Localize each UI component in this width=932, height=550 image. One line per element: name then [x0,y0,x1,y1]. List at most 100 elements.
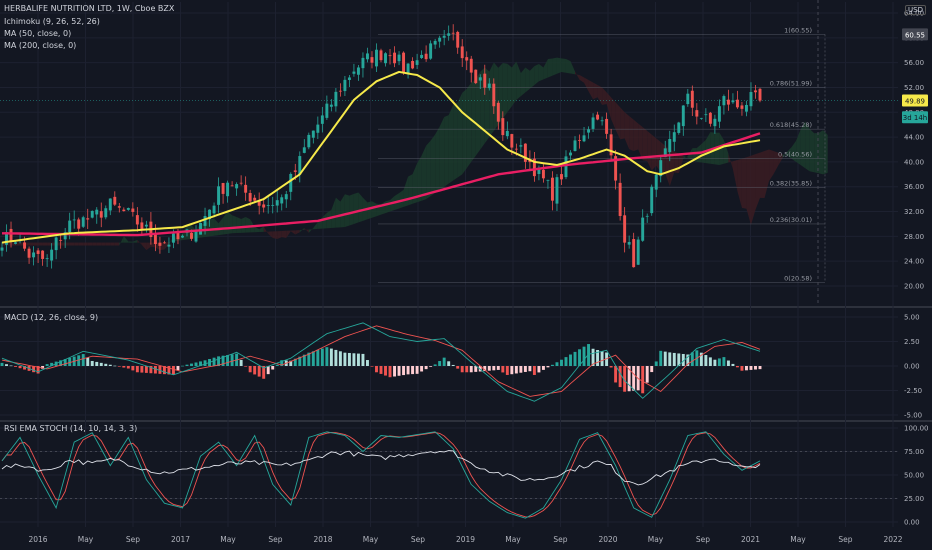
candle-body [393,52,397,64]
macd-histogram-bar [356,353,360,366]
macd-histogram-bar [713,359,717,366]
macd-histogram-bar [420,366,424,372]
ichimoku-cloud-segment [146,242,151,251]
macd-histogram-bar [672,352,676,366]
ichimoku-cloud-segment [164,241,169,250]
candle-body [208,209,212,220]
currency-badge[interactable]: USD [905,5,926,15]
ma200-line [2,132,761,237]
macd-histogram-bar [9,365,13,367]
legend-rsi[interactable]: RSI EMA STOCH (14, 10, 14, 3, 3) [4,424,138,433]
macd-histogram-bar [726,360,730,366]
macd-histogram-bar [149,366,153,374]
ichimoku-cloud-segment [132,239,138,243]
candle-body [95,209,99,215]
candle-body [280,197,284,204]
macd-histogram-bar [370,366,374,367]
candle-body [329,104,333,107]
macd-histogram-bar [95,361,99,366]
candle-body [171,233,175,243]
candle-body [99,211,103,218]
macd-histogram-bar [654,361,658,366]
candle-body [365,53,369,60]
macd-histogram-bar [546,366,550,368]
macd-histogram-bar [379,366,383,374]
x-tick-label: 2021 [741,535,760,544]
fib-level-label: 0.786(51.99) [770,80,812,88]
candle-body [596,114,600,120]
ichimoku-cloud-segment [782,151,788,159]
x-tick-label: Sep [838,535,852,544]
candle-body [492,83,496,107]
candle-body [740,105,744,109]
macd-histogram-bar [460,366,464,373]
candle-body [384,53,387,64]
ichimoku-cloud-segment [119,236,124,246]
legend-ichimoku[interactable]: Ichimoku (9, 26, 52, 26) [4,17,100,26]
candle-body [356,67,360,75]
ichimoku-cloud-segment [263,226,269,234]
macd-histogram-bar [406,366,410,375]
ichimoku-cloud-segment [105,242,111,246]
macd-histogram-bar [550,364,554,366]
macd-histogram-bar [384,366,387,376]
ichimoku-cloud-segment [241,217,246,233]
x-tick-label: 2017 [171,535,190,544]
ichimoku-cloud-segment [529,66,535,89]
candle-body [140,222,144,229]
macd-histogram-bar [253,366,257,375]
candle-body [460,46,464,59]
candle-body [343,79,347,92]
y-tick-label: 56.00 [904,59,924,67]
candle-body [415,60,419,65]
macd-line [1,322,761,402]
macd-histogram-bar [162,366,166,375]
ichimoku-cloud-segment [597,84,603,105]
macd-histogram-bar [609,366,613,368]
macd-histogram-bar [14,366,18,367]
legend-macd[interactable]: MACD (12, 26, close, 9) [4,313,99,322]
candle-body [429,43,433,59]
macd-signal-line [1,325,761,397]
macd-histogram-bar [474,366,478,372]
macd-histogram-bar [758,366,762,370]
macd-histogram-bar [181,365,184,367]
candle-body [523,143,527,162]
candle-body [5,232,8,245]
candle-body [108,198,112,211]
ichimoku-cloud-segment [805,121,810,172]
macd-histogram-bar [135,366,139,373]
candle-body [754,90,757,93]
ichimoku-cloud-segment [259,226,264,233]
macd-histogram-bar [627,366,631,392]
macd-histogram-bar [690,352,694,366]
legend-ma50[interactable]: MA (50, close, 0) [4,29,72,38]
ichimoku-cloud-segment [114,242,120,246]
ichimoku-cloud-segment [620,107,625,140]
candle-body [600,120,604,122]
ichimoku-cloud-segment [502,62,508,119]
ichimoku-cloud-segment [65,242,70,246]
macd-histogram-bar [573,351,577,366]
candle-body [257,201,261,206]
candle-body [203,216,207,226]
y-tick-label: -5.00 [904,412,922,420]
ichimoku-cloud-segment [335,197,341,228]
candle-body [221,183,225,194]
macd-histogram-bar [329,348,333,366]
ichimoku-cloud-segment [475,71,481,156]
ichimoku-cloud-segment [719,132,724,166]
candle-body [605,118,609,134]
ichimoku-cloud-segment [308,227,314,233]
candle-body [537,167,541,174]
x-tick-label: Sep [268,535,282,544]
y-tick-label: 100.00 [904,425,929,433]
rsi-line [1,450,761,486]
ichimoku-cloud-segment [823,130,828,175]
legend-ma200[interactable]: MA (200, close, 0) [4,41,77,50]
macd-histogram-bar [144,366,148,373]
macd-histogram-bar [221,355,225,366]
macd-histogram-bar [424,366,428,370]
candle-body [645,215,649,217]
